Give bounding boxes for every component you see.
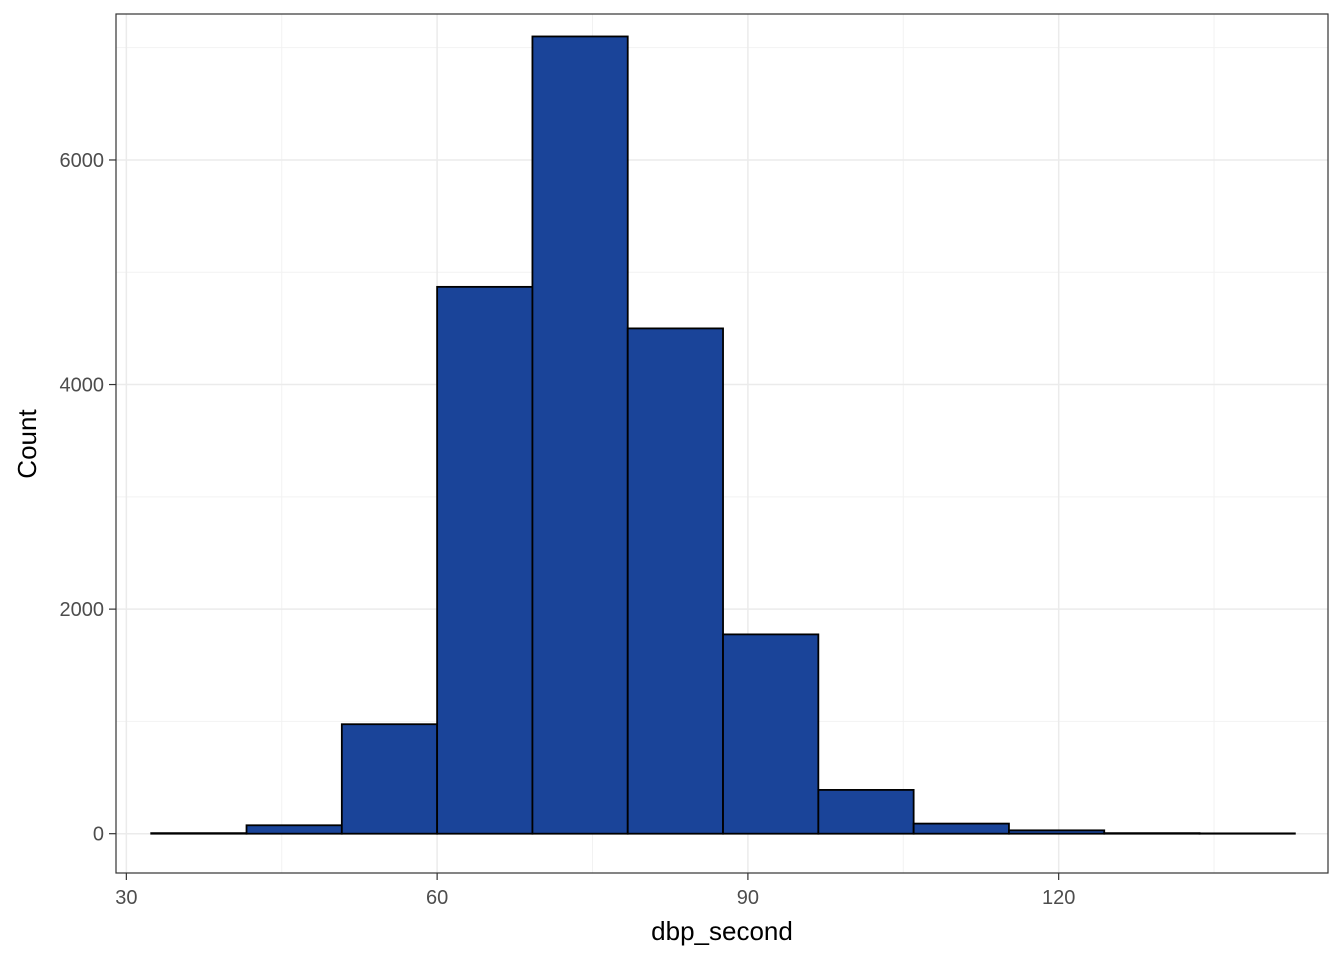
plot-border [115, 13, 1329, 874]
x-tick-label: 90 [737, 887, 759, 909]
x-axis-title: dbp_second [651, 916, 793, 946]
histogram-bar [340, 723, 439, 835]
y-axis: 0 2000 4000 6000 [60, 150, 116, 846]
y-tick-label: 0 [93, 824, 104, 846]
histogram-bar [722, 633, 820, 835]
histogram-bar [912, 822, 1010, 835]
x-tick-label: 120 [1042, 887, 1075, 909]
histogram-bar [1103, 832, 1201, 835]
histogram-bar [1008, 829, 1106, 835]
x-axis: 30 60 90 120 [115, 873, 1075, 909]
histogram-bar [531, 35, 629, 835]
y-tick-label: 2000 [60, 599, 105, 621]
x-tick-label: 60 [426, 887, 448, 909]
histogram-bar [626, 327, 724, 835]
y-axis-title: Count [12, 409, 42, 479]
histogram-bars [150, 35, 1296, 835]
histogram-bar [150, 832, 248, 835]
histogram-bar [817, 789, 915, 835]
histogram-bar [436, 285, 534, 835]
y-tick-label: 4000 [60, 375, 105, 397]
histogram-bar [245, 824, 343, 835]
x-tick-label: 30 [115, 887, 137, 909]
y-tick-label: 6000 [60, 150, 105, 172]
